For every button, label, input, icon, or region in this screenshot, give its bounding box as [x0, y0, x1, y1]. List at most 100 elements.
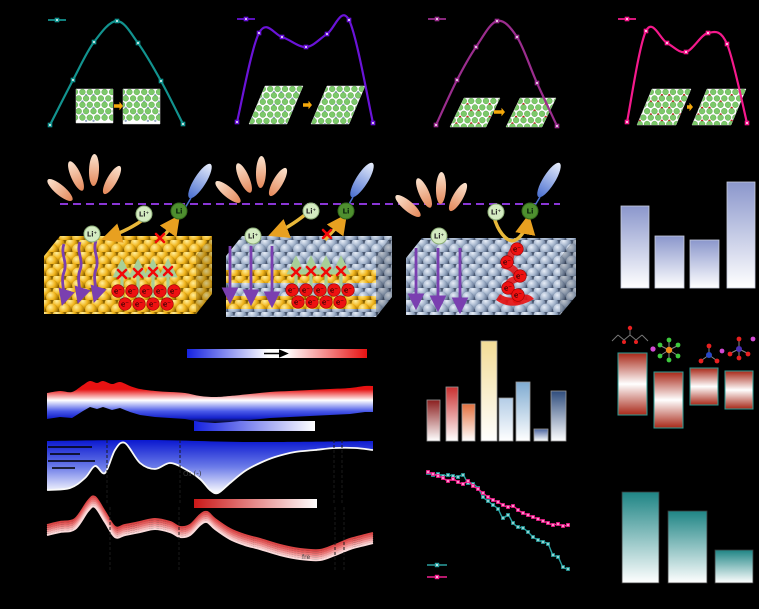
marker-center	[522, 527, 524, 529]
minor-atom-dot	[124, 119, 127, 123]
electron-label: e⁻	[163, 300, 171, 308]
atom-dot	[332, 92, 340, 99]
marker-center	[557, 556, 559, 558]
atom-dot	[713, 120, 721, 125]
atom-dot	[152, 108, 159, 115]
minor-atom-dot	[306, 123, 308, 125]
atom-dot	[343, 111, 351, 118]
atom-dot	[267, 98, 274, 105]
molecule-sketch	[611, 325, 649, 344]
layer-blue	[226, 309, 376, 317]
atom-dot	[332, 117, 340, 124]
atom-dot	[453, 110, 460, 117]
marker-center	[447, 480, 449, 482]
atom-dot	[698, 120, 706, 125]
atom-dot	[698, 108, 706, 115]
x-mark-icon	[320, 266, 332, 278]
atom-dot	[710, 114, 717, 121]
atom-dot	[450, 117, 456, 124]
electron-label: e⁻	[128, 287, 136, 295]
atom-dot	[743, 95, 746, 102]
spectra-annotation: fre	[302, 554, 310, 561]
atom-dot	[79, 101, 86, 108]
atom	[736, 346, 742, 352]
electron-label: e⁻	[288, 286, 296, 294]
marker-center	[92, 40, 96, 44]
x-mark-icon	[116, 268, 128, 280]
atom-dot	[482, 110, 490, 117]
bar	[498, 397, 514, 442]
atom-dot	[144, 108, 152, 115]
atom-dot	[318, 92, 325, 99]
atom-dot	[126, 114, 133, 121]
atom-dot	[267, 86, 274, 93]
atom	[736, 355, 742, 361]
atom	[706, 343, 712, 349]
atom-dot	[494, 104, 500, 111]
neb-b-group	[234, 14, 376, 126]
li-diffusion-arrow	[74, 241, 91, 305]
atom-dot	[249, 98, 252, 105]
minor-atom-dot	[489, 129, 491, 131]
atom-dot	[721, 95, 728, 102]
red-xas-spectrum	[46, 499, 374, 556]
blue-spectra-envelope	[46, 441, 374, 495]
atom-dot	[252, 86, 259, 93]
atom	[719, 348, 725, 354]
atom-dot	[669, 89, 677, 96]
molecule-sketch	[650, 337, 681, 363]
marker-center	[562, 566, 564, 568]
atom-dot	[713, 108, 721, 115]
atom-dot	[531, 98, 538, 105]
atom-dot	[329, 86, 336, 93]
electron-badges: e⁻ e⁻ e⁻ e⁻ e⁻e⁻ e⁻ e⁻ e⁻e⁻ e⁻ e⁻ e⁻ e⁻e⁻ e⁻ e⁻ e⁻e⁻e⁻…	[111, 242, 527, 311]
electron-badge: e⁻	[501, 281, 515, 295]
energy-level-bar	[689, 367, 719, 406]
atom-dot	[300, 92, 303, 99]
marker-center	[435, 17, 439, 21]
minor-atom-dot	[154, 119, 157, 123]
atom-dot	[274, 98, 281, 105]
marker-center	[462, 483, 464, 485]
atom-dot	[680, 95, 688, 102]
atom-dot	[475, 110, 482, 117]
electron-label: e⁻	[121, 300, 129, 308]
electron-badge: e⁻	[146, 297, 160, 311]
atom-dot	[546, 123, 553, 127]
energy-level-bar	[617, 352, 648, 416]
atom-dot	[637, 120, 643, 125]
inset-background	[248, 85, 304, 125]
atom-dot	[293, 92, 300, 99]
transition-arrow-icon	[303, 100, 312, 110]
atom-dot	[673, 108, 680, 115]
whisker-petal	[215, 181, 241, 203]
atom-dot	[702, 89, 709, 96]
marker-center	[257, 31, 261, 35]
marker-center	[552, 524, 554, 526]
marker-center	[522, 512, 524, 514]
atom-dot	[724, 101, 732, 108]
series-teal-line	[427, 472, 569, 570]
lattice-inset	[310, 85, 366, 125]
atom-dot	[669, 114, 677, 121]
atom-dot	[325, 117, 332, 124]
atom-dot	[640, 101, 647, 108]
atom-dot	[673, 120, 680, 125]
electron-label: e⁻	[344, 286, 352, 294]
atom-dot	[94, 89, 101, 96]
atom	[657, 353, 663, 359]
atom-dot	[662, 89, 669, 96]
whisker-petal	[47, 179, 73, 201]
minor-atom-dot	[690, 94, 691, 97]
atom-dot	[347, 105, 354, 112]
atom-dot	[311, 105, 317, 112]
atom-dot	[325, 92, 332, 99]
atom-dot	[97, 95, 105, 102]
atom-dot	[274, 86, 281, 93]
bar	[480, 340, 498, 442]
atom-dot	[108, 101, 113, 108]
atom-dot	[549, 104, 556, 111]
atom	[736, 336, 742, 342]
capacity-scatter-chart	[426, 470, 570, 580]
